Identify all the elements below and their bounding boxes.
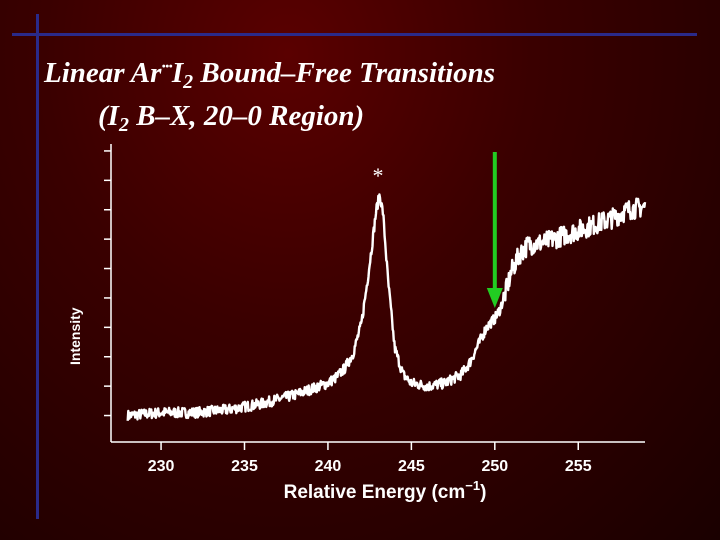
arrow-head xyxy=(486,288,503,308)
green-arrow-annotation xyxy=(486,152,503,308)
top-rule-line xyxy=(12,33,697,36)
slide-title: Linear Ar···I2 Bound–Free Transitions xyxy=(44,56,496,93)
slide-subtitle: (I2 B–X, 20–0 Region) xyxy=(98,100,365,136)
left-rule-line xyxy=(36,14,39,519)
x-tick-label: 230 xyxy=(148,458,175,475)
spectrum-trace xyxy=(126,193,647,421)
x-ticks: 230 235 240 245 250 255 xyxy=(148,442,592,475)
x-tick-label: 255 xyxy=(565,458,592,475)
peak-asterisk-annotation: * xyxy=(373,163,384,188)
x-axis-label: Relative Energy (cm−1) xyxy=(284,478,487,503)
x-tick-label: 240 xyxy=(315,458,342,475)
x-tick-label: 235 xyxy=(231,458,258,475)
chart-axes xyxy=(110,144,645,443)
x-tick-label: 250 xyxy=(481,458,508,475)
y-axis-label: Intensity xyxy=(67,307,83,365)
y-ticks xyxy=(104,150,111,417)
x-tick-label: 245 xyxy=(398,458,425,475)
